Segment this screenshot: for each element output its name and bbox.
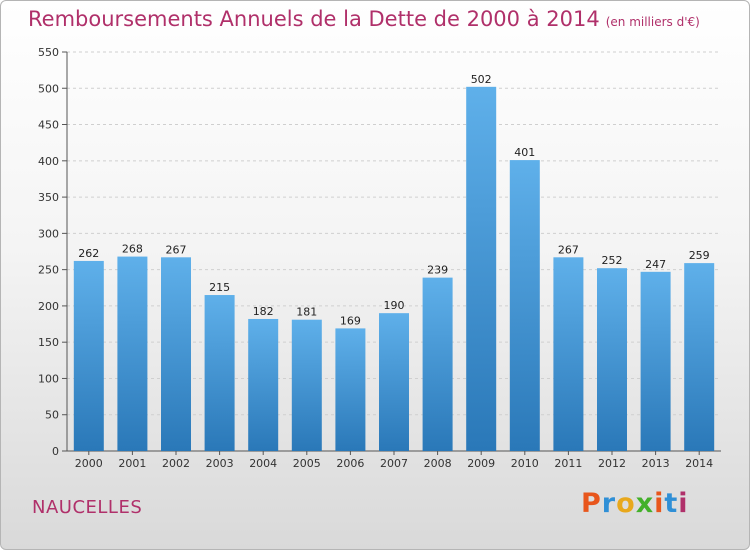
bar bbox=[248, 318, 279, 451]
bar bbox=[466, 86, 497, 452]
x-tick-label: 2013 bbox=[642, 457, 670, 470]
x-tick-label: 2000 bbox=[75, 457, 103, 470]
y-tick-label: 400 bbox=[38, 155, 59, 168]
bar bbox=[640, 271, 671, 451]
data-label: 247 bbox=[645, 258, 666, 271]
bar bbox=[379, 313, 409, 451]
data-label: 267 bbox=[558, 243, 579, 256]
bar bbox=[684, 263, 715, 451]
x-tick-label: 2007 bbox=[380, 457, 408, 470]
y-tick-label: 150 bbox=[38, 336, 59, 349]
bar bbox=[553, 257, 584, 451]
bar bbox=[597, 268, 627, 451]
data-label: 182 bbox=[253, 305, 274, 318]
logo-letter: r bbox=[601, 488, 617, 519]
logo-letter: i bbox=[654, 488, 665, 519]
logo-letter: x bbox=[635, 488, 655, 519]
x-tick-label: 2011 bbox=[554, 457, 582, 470]
bar bbox=[204, 295, 235, 451]
x-tick-label: 2001 bbox=[118, 457, 146, 470]
data-label: 259 bbox=[689, 249, 710, 262]
x-tick-label: 2008 bbox=[424, 457, 452, 470]
x-tick-label: 2005 bbox=[293, 457, 321, 470]
data-label: 215 bbox=[209, 281, 230, 294]
bar bbox=[73, 260, 104, 451]
y-tick-label: 300 bbox=[38, 227, 59, 240]
logo-letter: i bbox=[678, 488, 689, 519]
data-label: 181 bbox=[296, 306, 317, 319]
data-label: 252 bbox=[602, 254, 623, 267]
logo-letter: o bbox=[616, 488, 636, 519]
y-tick-label: 100 bbox=[38, 372, 59, 385]
data-label: 502 bbox=[471, 73, 492, 86]
bar bbox=[422, 277, 453, 451]
data-label: 190 bbox=[384, 299, 405, 312]
bar bbox=[335, 328, 366, 451]
y-tick-label: 0 bbox=[52, 445, 59, 458]
logo-letter: t bbox=[664, 488, 679, 519]
y-tick-label: 550 bbox=[38, 46, 59, 59]
bar bbox=[161, 257, 191, 451]
y-tick-label: 50 bbox=[45, 409, 59, 422]
x-tick-label: 2003 bbox=[206, 457, 234, 470]
logo-letter: P bbox=[581, 488, 602, 519]
title-text: Remboursements Annuels de la Dette de 20… bbox=[28, 7, 600, 31]
data-label: 239 bbox=[427, 264, 448, 277]
x-tick-label: 2006 bbox=[336, 457, 364, 470]
data-label: 268 bbox=[122, 243, 143, 256]
y-tick-label: 200 bbox=[38, 300, 59, 313]
proxiti-logo: Proxiti bbox=[581, 488, 689, 519]
data-label: 169 bbox=[340, 314, 361, 327]
data-label: 401 bbox=[514, 146, 535, 159]
bar bbox=[291, 319, 322, 451]
chart-title: Remboursements Annuels de la Dette de 20… bbox=[28, 7, 700, 31]
x-tick-label: 2010 bbox=[511, 457, 539, 470]
x-tick-label: 2004 bbox=[249, 457, 277, 470]
data-label: 267 bbox=[166, 243, 187, 256]
x-tick-label: 2009 bbox=[467, 457, 495, 470]
y-tick-label: 500 bbox=[38, 82, 59, 95]
commune-name: NAUCELLES bbox=[32, 497, 143, 518]
bar bbox=[509, 160, 540, 452]
x-tick-label: 2012 bbox=[598, 457, 626, 470]
y-tick-label: 250 bbox=[38, 264, 59, 277]
y-tick-label: 350 bbox=[38, 191, 59, 204]
unit-label: (en milliers d'€) bbox=[605, 15, 700, 29]
x-tick-label: 2014 bbox=[685, 457, 713, 470]
x-tick-label: 2002 bbox=[162, 457, 190, 470]
data-label: 262 bbox=[78, 247, 99, 260]
bar bbox=[117, 256, 148, 451]
y-tick-label: 450 bbox=[38, 119, 59, 132]
